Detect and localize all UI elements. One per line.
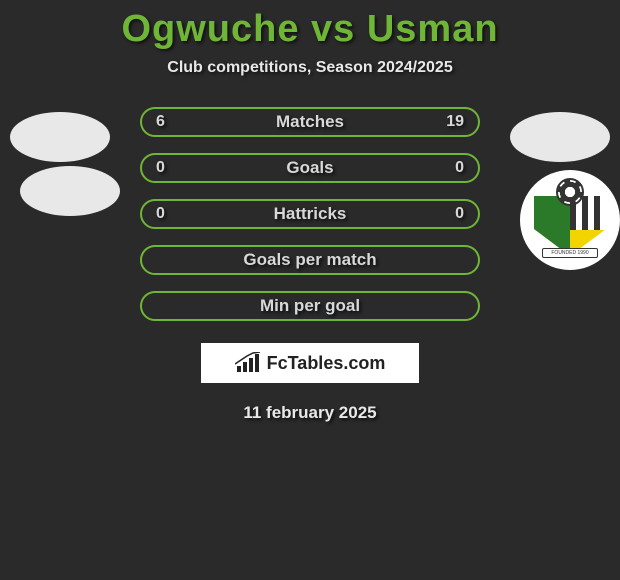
stat-pill: 0 Goals 0 <box>140 153 480 183</box>
stat-pill: 6 Matches 19 <box>140 107 480 137</box>
stats-container: 6 Matches 19 0 Goals 0 0 Hattricks 0 Goa… <box>0 99 620 329</box>
subtitle: Club competitions, Season 2024/2025 <box>0 59 620 77</box>
stat-row-goals-per-match: Goals per match <box>0 237 620 283</box>
stat-right-value: 19 <box>446 113 464 131</box>
stat-label: Min per goal <box>260 296 360 316</box>
stat-row-min-per-goal: Min per goal <box>0 283 620 329</box>
stat-label: Hattricks <box>274 204 347 224</box>
stat-pill: Goals per match <box>140 245 480 275</box>
stat-label: Matches <box>276 112 344 132</box>
stat-label: Goals <box>286 158 333 178</box>
bar-chart-icon <box>235 352 261 374</box>
page-title: Ogwuche vs Usman <box>0 0 620 51</box>
stat-right-value: 0 <box>455 159 464 177</box>
stat-left-value: 6 <box>156 113 165 131</box>
stat-pill: 0 Hattricks 0 <box>140 199 480 229</box>
date-text: 11 february 2025 <box>0 403 620 423</box>
stat-left-value: 0 <box>156 159 165 177</box>
branding-box: FcTables.com <box>201 343 419 383</box>
stat-row-matches: 6 Matches 19 <box>0 99 620 145</box>
stat-label: Goals per match <box>243 250 376 270</box>
stat-pill: Min per goal <box>140 291 480 321</box>
stat-row-hattricks: 0 Hattricks 0 <box>0 191 620 237</box>
stat-right-value: 0 <box>455 205 464 223</box>
stat-left-value: 0 <box>156 205 165 223</box>
branding-text: FcTables.com <box>267 353 386 374</box>
stat-row-goals: 0 Goals 0 <box>0 145 620 191</box>
